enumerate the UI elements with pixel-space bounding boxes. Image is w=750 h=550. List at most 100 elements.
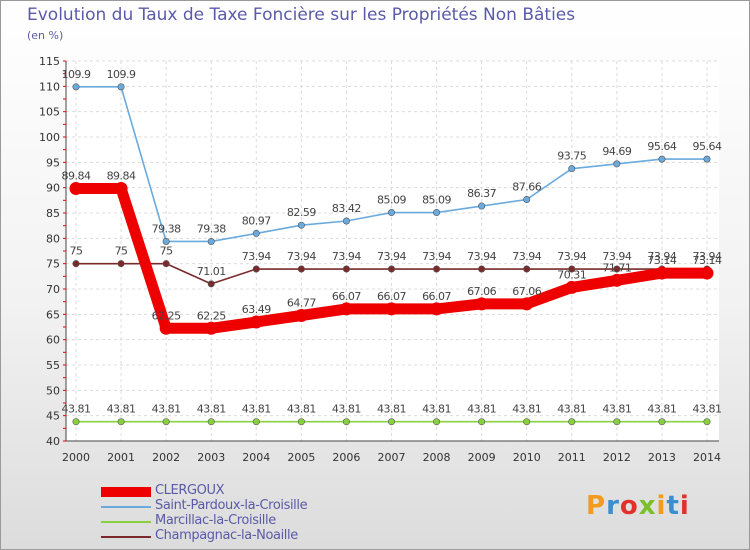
y-tick-label: 85 xyxy=(46,207,60,220)
data-label: 43.81 xyxy=(512,403,541,416)
data-point xyxy=(523,196,531,204)
y-tick-label: 115 xyxy=(39,55,60,68)
x-tick-label: 2007 xyxy=(378,451,406,464)
data-label: 43.81 xyxy=(647,403,676,416)
data-label: 86.37 xyxy=(467,187,496,200)
grid xyxy=(66,60,719,442)
x-tick-label: 2011 xyxy=(558,451,586,464)
data-label: 83.42 xyxy=(332,202,361,215)
data-point xyxy=(433,265,441,273)
data-point xyxy=(297,418,305,426)
legend-label-saint-pardoux: Saint-Pardoux-la-Croisille xyxy=(155,498,308,513)
data-label: 73.94 xyxy=(693,250,722,263)
data-point xyxy=(339,302,353,316)
data-label: 75 xyxy=(70,245,83,258)
data-point xyxy=(610,273,624,287)
data-point xyxy=(252,265,260,273)
plot-area xyxy=(66,61,719,441)
x-tick-label: 2008 xyxy=(423,451,451,464)
legend-label-marcillac: Marcillac-la-Croisille xyxy=(155,513,276,528)
legend-swatch-clergoux xyxy=(101,487,151,497)
data-label: 82.59 xyxy=(287,206,316,219)
data-point xyxy=(523,418,531,426)
data-label: 62.25 xyxy=(152,309,181,322)
data-point xyxy=(520,297,534,311)
legend-label-champagnac: Champagnac-la-Noaille xyxy=(155,528,298,543)
data-label: 109.9 xyxy=(62,68,91,81)
logo-text: Proxiti xyxy=(586,491,690,521)
x-tick-label: 2002 xyxy=(152,451,180,464)
y-tick-label: 70 xyxy=(46,283,60,296)
data-point xyxy=(658,155,666,163)
proxiti-logo: Proxiti xyxy=(586,491,690,521)
axes: 40 45 50 55 60 65 70 75 80 85 90 95 100 105 110 115 2000… xyxy=(39,55,721,464)
data-point xyxy=(613,160,621,168)
data-point xyxy=(294,308,308,322)
data-label: 89.84 xyxy=(62,169,91,182)
data-labels: 89.84 89.84 62.25 62.25 63.49 64.77 66.07 66.07… xyxy=(62,68,723,416)
data-point xyxy=(658,418,666,426)
y-tick-label: 90 xyxy=(46,182,60,195)
data-label: 43.81 xyxy=(152,403,181,416)
data-point xyxy=(342,217,350,225)
data-point xyxy=(700,266,714,280)
data-label: 80.97 xyxy=(242,214,271,227)
data-label: 94.69 xyxy=(602,145,631,158)
data-label: 85.09 xyxy=(377,194,406,207)
data-point xyxy=(297,265,305,273)
data-point xyxy=(475,297,489,311)
data-point xyxy=(523,265,531,273)
x-tick-label: 2006 xyxy=(332,451,360,464)
data-point xyxy=(297,221,305,229)
data-point xyxy=(478,265,486,273)
data-point xyxy=(385,302,398,316)
unit-label: (en %) xyxy=(27,29,64,42)
data-point xyxy=(117,83,125,91)
x-tick-label: 2014 xyxy=(693,451,721,464)
data-label: 73.94 xyxy=(332,250,361,263)
x-tick-label: 2004 xyxy=(242,451,270,464)
data-label: 71.71 xyxy=(602,261,631,274)
data-point xyxy=(252,229,260,237)
data-label: 67.06 xyxy=(512,285,541,298)
series xyxy=(69,83,714,426)
data-label: 93.75 xyxy=(557,150,586,163)
x-tick-label: 2001 xyxy=(107,451,135,464)
data-label: 66.07 xyxy=(377,290,406,303)
data-label: 73.14 xyxy=(693,254,722,267)
data-point xyxy=(252,418,260,426)
data-label: 43.81 xyxy=(62,403,91,416)
data-point xyxy=(159,321,173,335)
data-label: 62.25 xyxy=(197,309,226,322)
data-point xyxy=(207,237,215,245)
data-point xyxy=(387,209,395,217)
data-label: 43.81 xyxy=(693,403,722,416)
data-point xyxy=(613,418,621,426)
data-point xyxy=(162,237,170,245)
data-label: 64.77 xyxy=(287,296,316,309)
data-label: 73.94 xyxy=(602,250,631,263)
data-point xyxy=(387,265,395,273)
y-tick-label: 100 xyxy=(39,131,60,144)
x-tick-label: 2012 xyxy=(603,451,631,464)
data-label: 66.07 xyxy=(332,290,361,303)
data-point xyxy=(117,260,125,268)
data-point xyxy=(655,266,669,280)
data-point xyxy=(72,418,80,426)
data-point xyxy=(72,83,80,91)
data-point xyxy=(69,181,83,195)
y-tick-label: 45 xyxy=(46,410,60,423)
data-point xyxy=(478,202,486,210)
data-point xyxy=(433,209,441,217)
data-label: 95.64 xyxy=(647,140,676,153)
data-label: 63.49 xyxy=(242,303,271,316)
data-label: 79.38 xyxy=(197,222,226,235)
data-label: 70.31 xyxy=(557,268,586,281)
data-label: 43.81 xyxy=(377,403,406,416)
data-label: 43.81 xyxy=(467,403,496,416)
y-tick-label: 75 xyxy=(46,258,60,271)
data-label: 43.81 xyxy=(242,403,271,416)
x-tick-label: 2013 xyxy=(648,451,676,464)
data-label: 43.81 xyxy=(557,403,586,416)
